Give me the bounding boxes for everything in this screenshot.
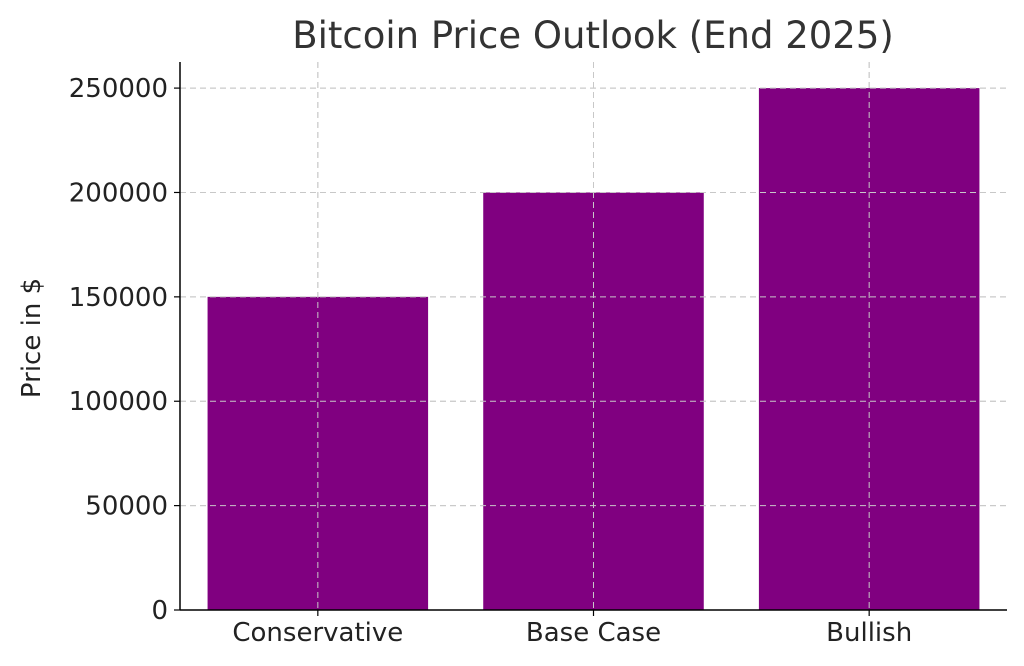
x-tick-label: Conservative: [232, 618, 403, 648]
y-tick-label: 150000: [69, 283, 168, 313]
y-tick-label: 250000: [69, 74, 168, 104]
y-tick-label: 50000: [85, 492, 168, 522]
y-axis-label: Price in $: [17, 278, 47, 398]
y-ticks: 0 50000 100000 150000 200000 250000: [69, 74, 180, 626]
x-tick-label: Base Case: [526, 618, 661, 648]
x-tick-label: Bullish: [826, 618, 912, 648]
y-tick-label: 200000: [69, 178, 168, 208]
x-ticks: Conservative Base Case Bullish: [232, 610, 912, 648]
y-tick-label: 0: [151, 596, 168, 626]
bars: [180, 62, 1007, 611]
chart-title: Bitcoin Price Outlook (End 2025): [292, 14, 894, 57]
y-tick-label: 100000: [69, 387, 168, 417]
